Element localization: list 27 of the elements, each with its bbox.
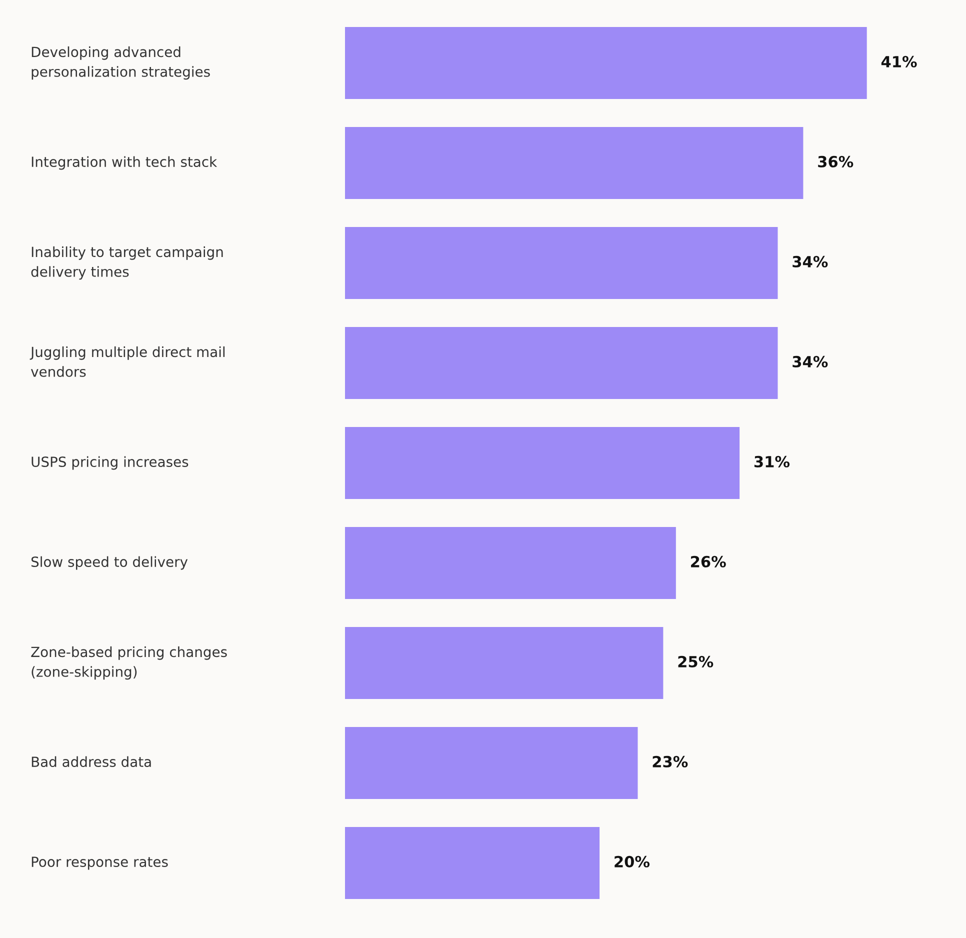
bar: [345, 727, 638, 799]
bar: [345, 427, 740, 499]
data-label: 31%: [754, 456, 790, 468]
y-tick-label: Slow speed to delivery: [31, 556, 188, 570]
y-tick-label: Inability to target campaign delivery times: [31, 246, 223, 280]
y-tick-label: Poor response rates: [32, 856, 168, 870]
data-label: 34%: [792, 356, 828, 368]
bar: [345, 27, 867, 99]
bar: [345, 227, 778, 299]
bar: [345, 127, 804, 199]
y-tick-label: Bad address data: [32, 756, 151, 768]
data-label: 23%: [652, 756, 688, 768]
bar: [345, 527, 676, 599]
data-label: 41%: [881, 56, 917, 68]
bar: [345, 327, 778, 399]
data-label: 26%: [691, 556, 726, 568]
y-tick-label: Developing advanced personalization strategies: [32, 46, 210, 80]
data-label: 20%: [614, 856, 650, 868]
bar: [345, 627, 664, 699]
data-label: 25%: [678, 656, 714, 668]
bar: [345, 827, 600, 899]
data-label: 36%: [818, 156, 854, 168]
data-label: 34%: [792, 256, 828, 268]
y-tick-label: Juggling multiple direct mail vendors: [30, 346, 225, 377]
y-tick-label: Integration with tech stack: [32, 156, 218, 170]
y-tick-label: Zone-based pricing changes (zone-skipping): [31, 646, 227, 680]
y-tick-label: USPS pricing increases: [32, 456, 188, 470]
